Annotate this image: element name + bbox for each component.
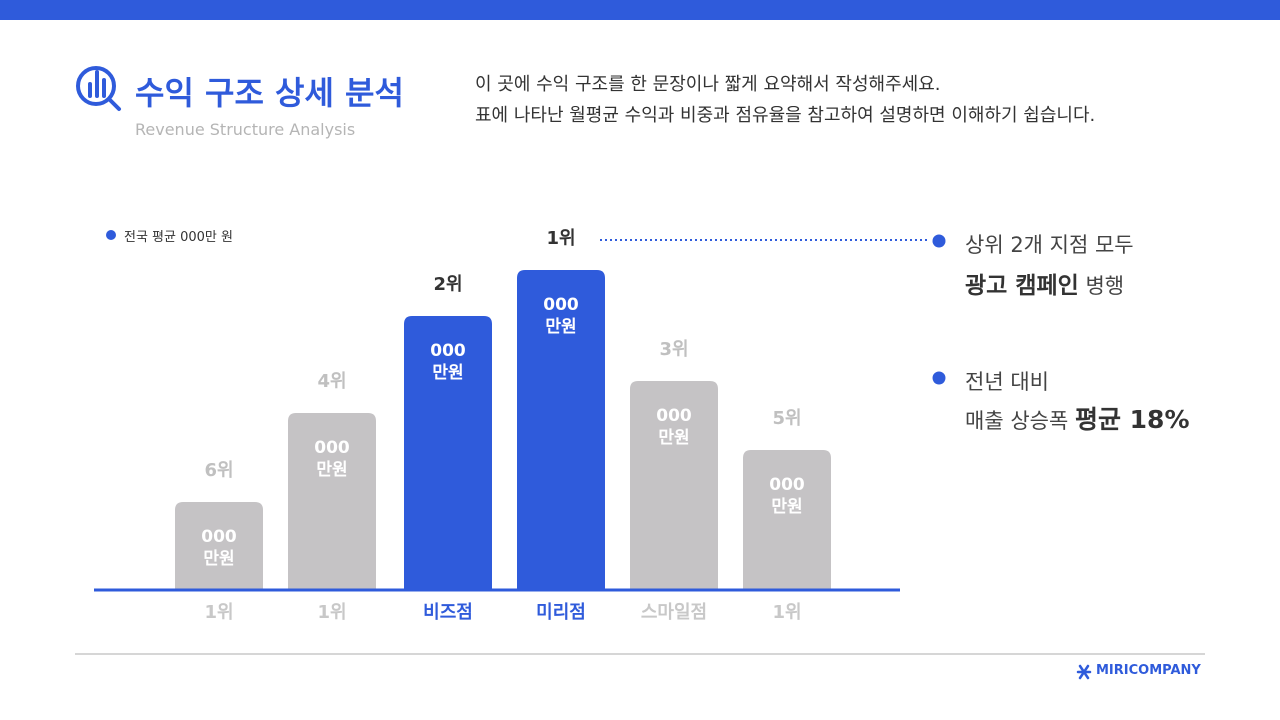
callout-dot (932, 371, 946, 385)
top-band (0, 0, 1280, 20)
rank-label: 2위 (433, 274, 463, 295)
subtitle: Revenue Structure Analysis (135, 120, 356, 139)
rank-label: 5위 (772, 408, 802, 429)
callout-bold: 평균 18% (1074, 405, 1190, 434)
rank-label: 4위 (317, 371, 347, 392)
callout-text: 매출 상승폭 (965, 409, 1075, 433)
bar-value-label: 000 만원 (543, 295, 579, 337)
x-tick-label: 스마일점 (640, 602, 708, 623)
bar-value-label: 000 만원 (656, 406, 692, 448)
x-tick-label: 1위 (317, 602, 347, 623)
callout-dot (932, 234, 946, 248)
x-tick-label: 1위 (772, 602, 802, 623)
rank-label: 6위 (204, 460, 234, 481)
callout-text: 상위 2개 지점 모두 (965, 233, 1134, 257)
callout-bold: 광고 캠페인 (965, 273, 1079, 299)
bar-value-label: 000 만원 (201, 527, 237, 569)
bar-value-label: 000 만원 (769, 475, 805, 517)
title: 수익 구조 상세 분석 (135, 74, 404, 112)
x-tick-label: 1위 (204, 602, 234, 623)
bar (743, 450, 831, 590)
legend-dot (106, 230, 116, 240)
bar (175, 502, 263, 590)
callout-text: 전년 대비 (965, 370, 1049, 394)
bar (404, 316, 492, 590)
callout-text: 매출 상승폭 평균 18% (965, 400, 1190, 436)
bar-value-label: 000 만원 (314, 438, 350, 480)
description: 이 곳에 수익 구조를 한 문장이나 짧게 요약해서 작성해주세요. (475, 74, 941, 95)
rank-label: 3위 (659, 339, 689, 360)
legend-label: 전국 평균 000만 원 (124, 230, 233, 245)
bar-value-label: 000 만원 (430, 341, 466, 383)
brand-icon (1076, 664, 1092, 680)
description: 표에 나타난 월평균 수익과 비중과 점유율을 참고하여 설명하면 이해하기 쉽… (475, 105, 1096, 126)
title-icon (76, 66, 121, 111)
x-tick-label: 미리점 (536, 602, 586, 623)
rank-label: 1위 (546, 228, 576, 249)
brand: MIRICOMPANY (1096, 663, 1201, 678)
callout-text: 광고 캠페인 병행 (965, 266, 1124, 300)
bar (630, 381, 718, 590)
x-tick-label: 비즈점 (423, 602, 473, 623)
bar (517, 270, 605, 590)
callout-text: 병행 (1078, 274, 1125, 298)
bar (288, 413, 376, 590)
